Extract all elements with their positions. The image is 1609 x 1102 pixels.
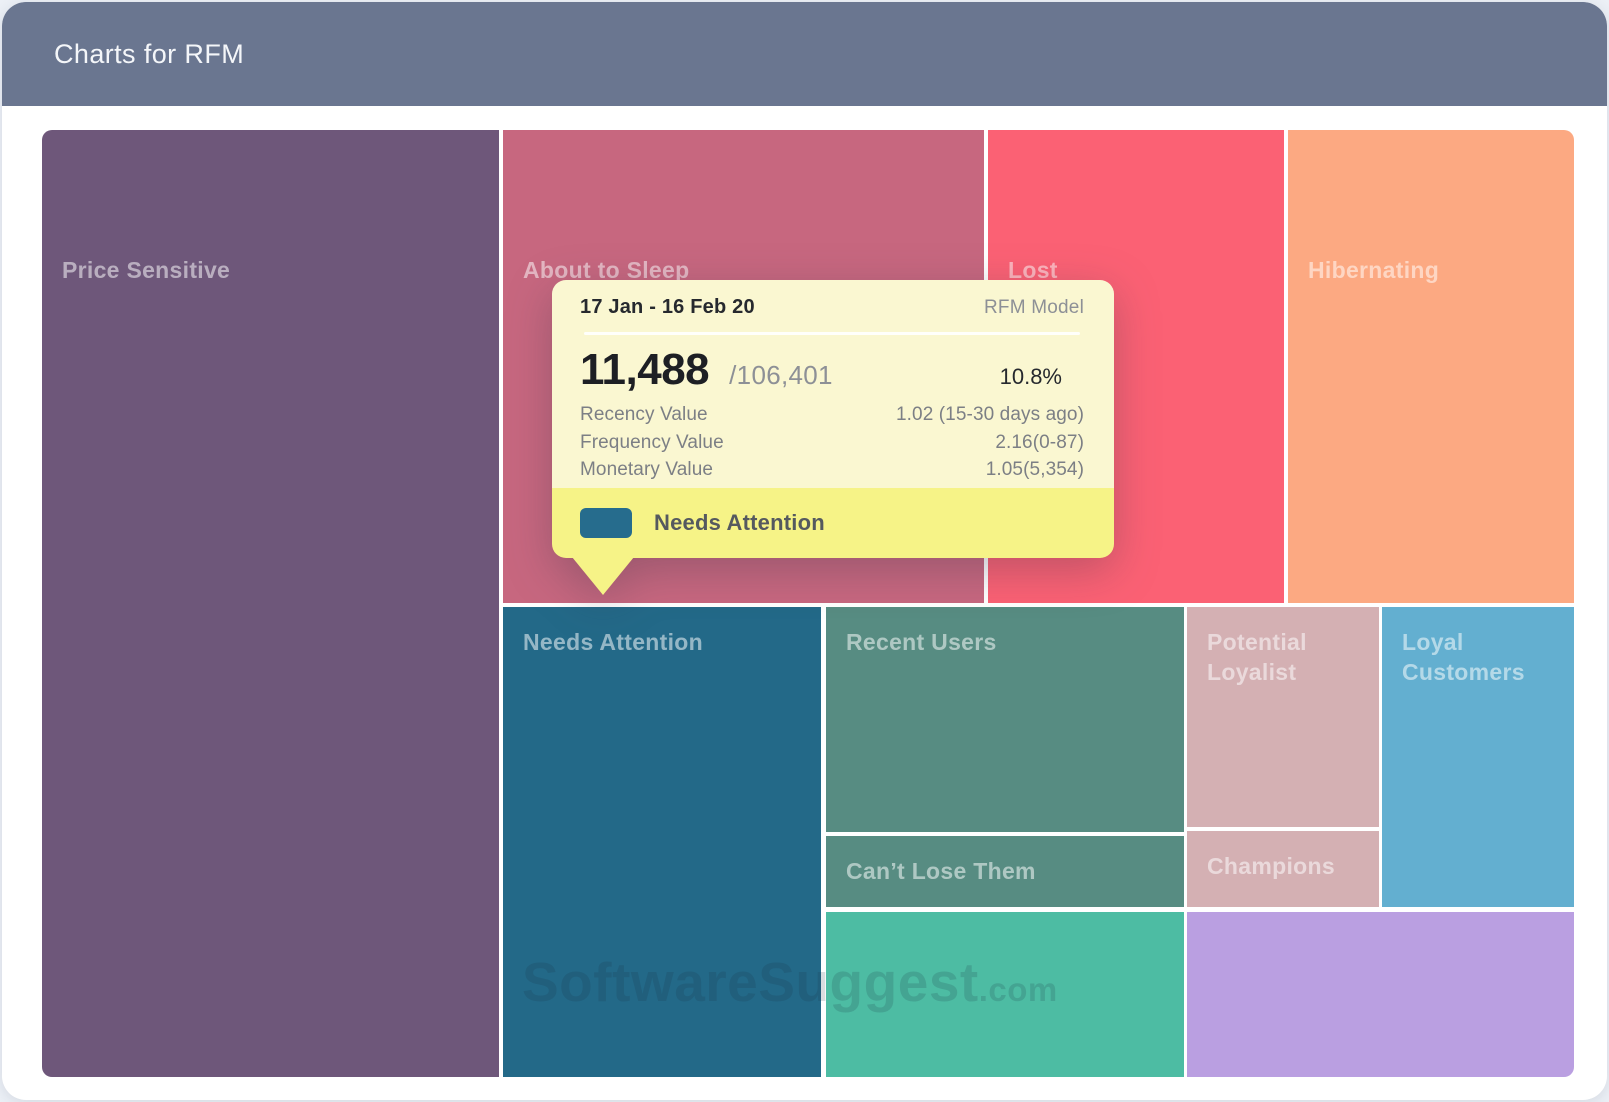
tooltip-model-label: RFM Model xyxy=(984,297,1084,318)
treemap-segment-segment-emerald[interactable] xyxy=(826,912,1184,1077)
tooltip-metric-row: Recency Value 1.02 (15-30 days ago) xyxy=(580,401,1084,429)
header: Charts for RFM xyxy=(2,2,1607,106)
metric-value: 2.16(0-87) xyxy=(995,431,1084,453)
watermark-suffix: .com xyxy=(978,971,1058,1008)
treemap: Price Sensitive About to Sleep Lost Hiberna… xyxy=(42,130,1574,1077)
watermark-brand: SoftwareSuggest xyxy=(522,951,979,1013)
segment-label: Lost xyxy=(1008,257,1058,283)
metric-label: Recency Value xyxy=(580,404,708,425)
tooltip-legend: Needs Attention xyxy=(552,488,1114,558)
tooltip: 17 Jan - 16 Feb 20 RFM Model 11,488 /106… xyxy=(552,280,1114,595)
treemap-segment-segment-lavender[interactable] xyxy=(1187,912,1574,1077)
metric-label: Frequency Value xyxy=(580,431,724,453)
treemap-segment-needs-attention[interactable]: Needs Attention xyxy=(503,607,821,1077)
tooltip-divider xyxy=(584,332,1080,335)
metric-label: Monetary Value xyxy=(580,459,714,480)
tooltip-total: /106,401 xyxy=(729,360,833,390)
treemap-segment-champions[interactable]: Champions xyxy=(1187,831,1379,907)
segment-label: Can’t Lose Them xyxy=(846,858,1036,884)
segment-label: Loyal Customers xyxy=(1402,629,1525,686)
segment-label: Recent Users xyxy=(846,629,997,655)
treemap-segment-cant-lose-them[interactable]: Can’t Lose Them xyxy=(826,836,1184,907)
tooltip-metric-row: Monetary Value 1.05(5,354) xyxy=(580,456,1084,484)
legend-label: Needs Attention xyxy=(654,510,825,535)
treemap-segment-hibernating[interactable]: Hibernating xyxy=(1288,130,1574,603)
metric-value: 1.05(5,354) xyxy=(985,459,1084,480)
segment-label: Champions xyxy=(1207,853,1335,879)
tooltip-percent: 10.8% xyxy=(999,364,1062,389)
tooltip-count: 11,488 xyxy=(580,345,710,394)
treemap-segment-loyal-customers[interactable]: Loyal Customers xyxy=(1382,607,1574,907)
segment-label: Potential Loyalist xyxy=(1207,629,1307,686)
metric-value: 1.02 (15-30 days ago) xyxy=(896,404,1084,425)
legend-swatch xyxy=(580,508,632,538)
segment-label: Hibernating xyxy=(1308,257,1440,283)
page-title: Charts for RFM xyxy=(54,38,245,69)
treemap-segment-price-sensitive[interactable]: Price Sensitive xyxy=(42,130,499,1077)
tooltip-date-range: 17 Jan - 16 Feb 20 xyxy=(580,296,755,318)
treemap-segment-potential-loyalist[interactable]: Potential Loyalist xyxy=(1187,607,1379,827)
segment-label: Price Sensitive xyxy=(62,257,231,283)
segment-label: About to Sleep xyxy=(523,257,690,283)
tooltip-pointer xyxy=(572,557,634,595)
watermark: SoftwareSuggest.com xyxy=(522,950,1058,1014)
treemap-segment-recent-users[interactable]: Recent Users xyxy=(826,607,1184,832)
tooltip-metrics: Recency Value 1.02 (15-30 days ago) Freque… xyxy=(580,401,1084,484)
segment-label: Needs Attention xyxy=(523,629,703,655)
tooltip-body: 17 Jan - 16 Feb 20 RFM Model 11,488 /106… xyxy=(552,280,1114,488)
tooltip-metric-row: Frequency Value 2.16(0-87) xyxy=(580,429,1084,457)
